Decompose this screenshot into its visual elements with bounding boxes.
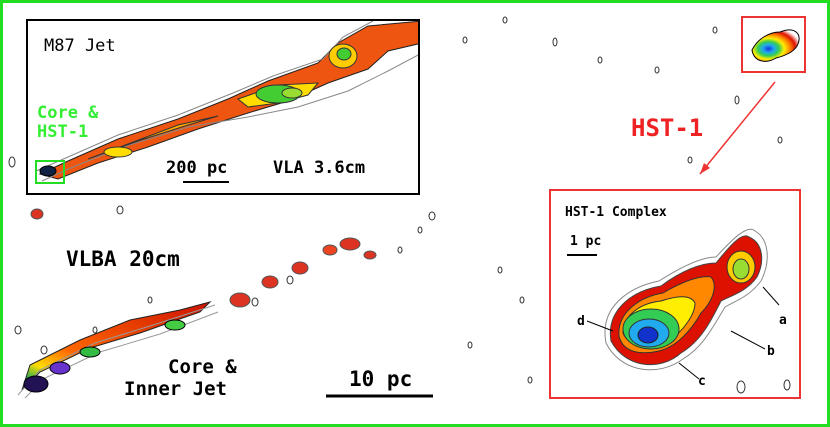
knot-d-label: d [577, 314, 585, 329]
knot-a-label: a [779, 313, 787, 328]
knot-c-label: c [698, 374, 706, 389]
knot-b-label: b [767, 344, 775, 359]
m87-jet-contours [35, 21, 418, 182]
core-hst1-line1: Core & [37, 103, 99, 123]
scale-200pc-label: 200 pc [166, 158, 228, 178]
hst1-thumbnail [751, 29, 800, 62]
hst1-complex-inset [549, 189, 801, 399]
vla-label: VLA 3.6cm [273, 158, 366, 178]
hst1-label: HST-1 [631, 114, 704, 142]
core-hst1-line2: HST-1 [37, 122, 89, 142]
vlba-label: VLBA 20cm [66, 247, 180, 271]
noise-contours [8, 16, 783, 384]
scale-10pc-label: 10 pc [349, 367, 413, 391]
m87-jet-inset [26, 19, 420, 195]
hst1-complex-label: HST-1 Complex [565, 205, 667, 220]
m87-jet-label: M87 Jet [44, 36, 116, 56]
scale-1pc-label: 1 pc [570, 234, 602, 249]
zoom-arrow [699, 81, 776, 175]
hst1-zoom-box [741, 16, 806, 73]
core-highlight-box [35, 160, 65, 184]
core-inner-line1: Core & [168, 356, 237, 378]
vlba-jet [17, 208, 377, 399]
hst1-complex-contours [567, 228, 791, 394]
core-inner-line2: Inner Jet [124, 378, 227, 400]
core-inner-jet-label: Core & Inner Jet [124, 356, 237, 400]
core-hst1-label: Core & HST-1 [37, 104, 98, 142]
